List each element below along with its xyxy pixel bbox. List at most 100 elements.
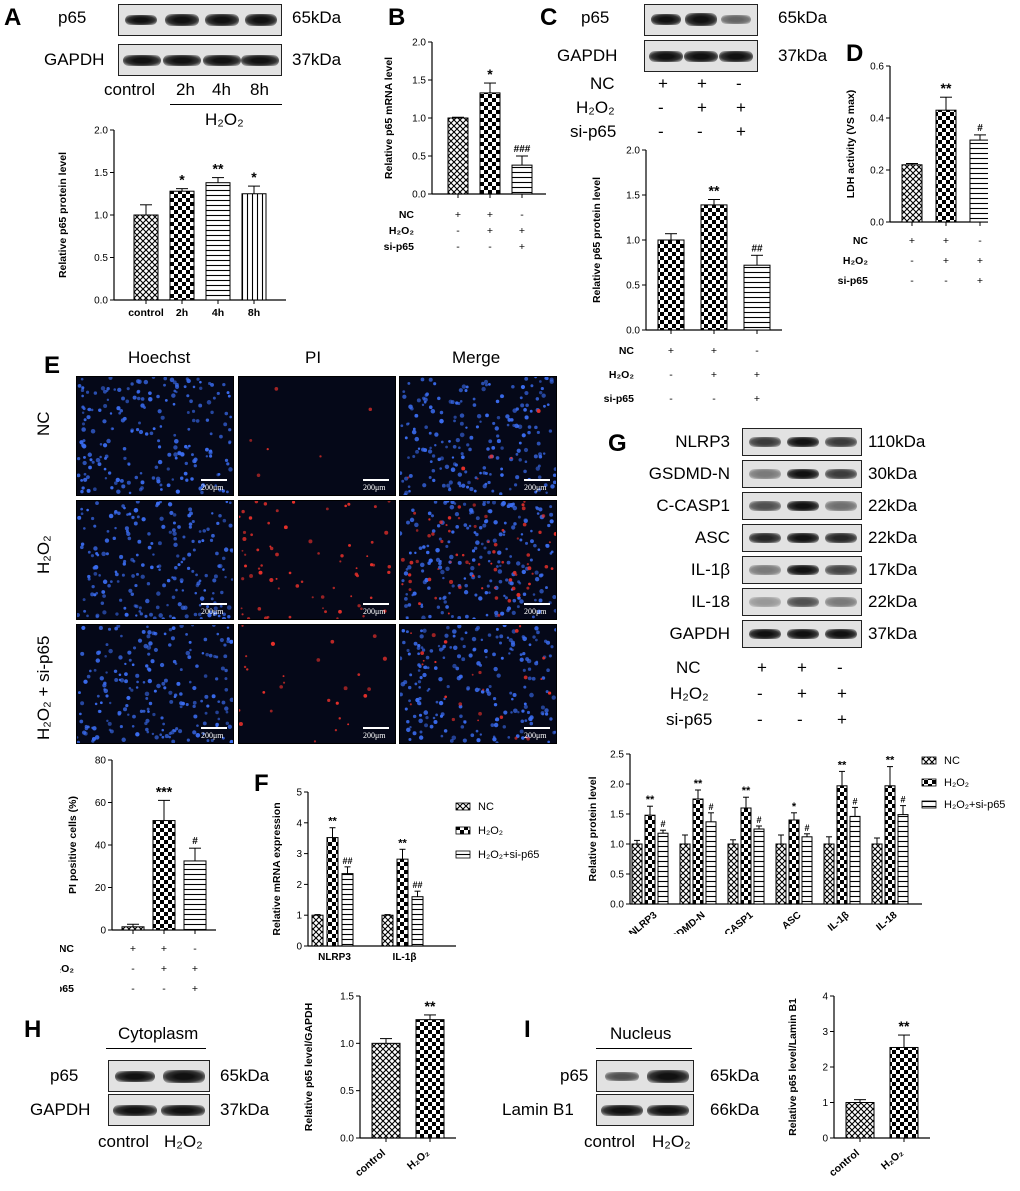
scale-bar (201, 603, 227, 605)
x-tick-label: IL-1β (393, 952, 417, 963)
bar (743, 264, 771, 331)
bar (152, 820, 176, 931)
condition-label: NC (853, 235, 869, 247)
chart-a: 0.0 0.5 1.0 1.5 2.0 Relative p65 protein leve… (57, 126, 286, 319)
condition-sign: - (944, 275, 948, 287)
condition-label: H₂O₂ (576, 98, 615, 117)
significance-marker: * (179, 172, 185, 188)
significance-marker: ** (886, 755, 895, 767)
condition-sign: + (161, 963, 167, 975)
condition-sign: + (487, 209, 493, 221)
significance-marker: # (900, 795, 905, 805)
y-tick-label: 0.0 (626, 326, 640, 337)
y-tick-label: 0.5 (626, 281, 640, 292)
western-blot-band (118, 44, 282, 76)
micrograph: 200μm (76, 624, 234, 744)
scale-bar (363, 479, 389, 481)
blot-size-label: 22kDa (868, 592, 918, 611)
x-tick-label: ASC (780, 910, 803, 932)
condition-sign: - (456, 241, 460, 253)
y-tick-label: 60 (95, 798, 107, 809)
legend-entry: H₂O₂ (944, 777, 969, 789)
y-tick-label: 5 (296, 788, 302, 799)
condition-sign: + (757, 658, 767, 677)
x-tick-label: 4h (212, 307, 224, 319)
y-tick-label: 2 (822, 1063, 828, 1074)
column-label: PI (305, 348, 322, 367)
y-axis-label: Relative p65 level/Lamin B1 (787, 998, 799, 1136)
x-tick-label: IL-18 (874, 910, 899, 934)
y-axis-label: Relative p65 protein level (591, 177, 603, 303)
cell-field (400, 501, 556, 619)
significance-marker: * (487, 66, 493, 82)
significance-marker: ** (941, 80, 952, 96)
condition-sign: + (943, 255, 949, 267)
significance-marker: ** (709, 183, 720, 199)
legend-swatch (921, 756, 937, 765)
panel-label-i: I (524, 1016, 531, 1043)
chart-f: 0 1 2 3 4 5 Relative mRNA expression ** ## NLRP3 *… (271, 788, 539, 964)
significance-marker: # (804, 823, 809, 833)
scale-label: 200μm (363, 483, 386, 492)
blot-size-label: 30kDa (868, 464, 918, 483)
bar (775, 843, 787, 905)
y-tick-label: 0.4 (870, 114, 884, 125)
x-tick-label: control (827, 1147, 862, 1179)
condition-label: NC (590, 74, 615, 93)
chart-h: 0.0 0.5 1.0 1.5 Relative p65 level/GAPDH cont… (303, 992, 456, 1179)
condition-sign: + (192, 963, 198, 975)
condition-sign: - (910, 275, 914, 287)
x-tick-label: control (353, 1147, 388, 1179)
condition-label: si-p65 (666, 710, 713, 729)
blot-label-laminb1: Lamin B1 (502, 1100, 574, 1119)
panel-label-d: D (846, 40, 864, 67)
condition-sign: - (162, 983, 166, 995)
condition-sign: + (130, 943, 136, 955)
scale-label: 200μm (524, 483, 547, 492)
condition-sign: + (909, 235, 915, 247)
condition-sign: + (519, 241, 525, 253)
bar (326, 837, 339, 947)
y-tick-label: 0.6 (870, 62, 884, 73)
condition-sign: - (797, 710, 803, 729)
western-blot-band (596, 1094, 694, 1126)
bar (121, 926, 145, 931)
y-tick-label: 1 (296, 911, 302, 922)
significance-marker: # (192, 836, 198, 847)
x-tick-label: NLRP3 (318, 952, 351, 963)
y-tick-label: 1 (822, 1098, 828, 1109)
condition-label: NC (60, 943, 74, 955)
bar (511, 164, 533, 195)
lane-label: H₂O₂ (164, 1132, 203, 1151)
significance-marker: ** (398, 837, 407, 849)
legend-entry: H₂O₂+si-p65 (944, 799, 1005, 811)
y-tick-label: 0 (822, 1134, 828, 1145)
blot-size-label: 37kDa (778, 46, 828, 65)
micrograph: 200μm (76, 376, 234, 496)
micrograph: 200μm (238, 624, 396, 744)
blot-label: IL-18 (691, 592, 730, 611)
bar (823, 843, 835, 905)
condition-sign: + (977, 255, 983, 267)
y-tick-label: 1.5 (626, 191, 640, 202)
condition-sign: - (456, 225, 460, 237)
bar (705, 821, 717, 905)
compartment-label: Cytoplasm (118, 1024, 199, 1043)
legend-entry: NC (478, 801, 494, 813)
bar (169, 190, 195, 301)
condition-sign: + (754, 393, 760, 405)
bar (788, 819, 800, 905)
lane-label: 4h (212, 80, 231, 99)
bar (884, 785, 896, 905)
cell-field (77, 625, 233, 743)
y-tick-label: 0.0 (610, 900, 624, 911)
y-tick-label: 3 (296, 849, 302, 860)
blot-label-p65: p65 (560, 1066, 589, 1085)
blot-label: C-CASP1 (656, 496, 730, 515)
scale-bar (363, 603, 389, 605)
x-tick-label: C-CASP1 (715, 910, 756, 934)
y-tick-label: 0.5 (412, 152, 426, 163)
condition-sign: + (837, 684, 847, 703)
y-tick-label: 1.0 (610, 840, 624, 851)
condition-sign: - (669, 369, 673, 381)
